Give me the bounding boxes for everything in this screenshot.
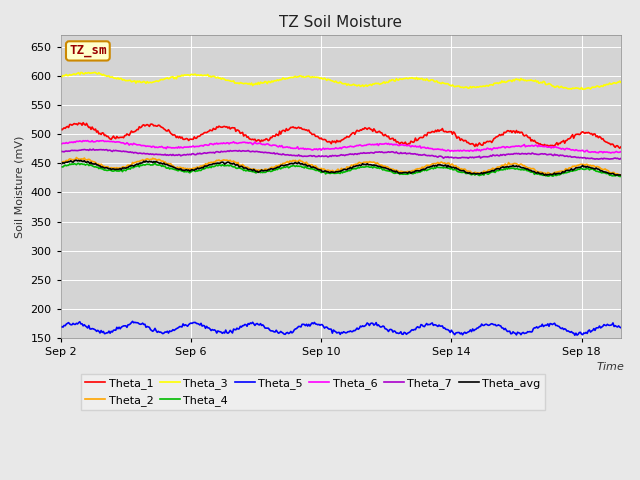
Theta_6 bbox=[57, 141, 65, 146]
Theta_4 bbox=[361, 164, 369, 170]
Theta_7 bbox=[324, 154, 332, 160]
Theta_6 bbox=[617, 149, 625, 155]
Theta_5 bbox=[328, 326, 335, 332]
Theta_2 bbox=[517, 161, 525, 167]
Theta_3 bbox=[324, 76, 332, 82]
Theta_2 bbox=[392, 168, 399, 173]
Line: Theta_3: Theta_3 bbox=[61, 72, 621, 89]
Theta_1 bbox=[328, 141, 335, 146]
Line: Theta_avg: Theta_avg bbox=[61, 160, 621, 175]
Theta_6 bbox=[517, 144, 525, 150]
Theta_avg bbox=[392, 169, 399, 175]
Theta_1 bbox=[605, 140, 612, 146]
Theta_1 bbox=[616, 145, 623, 151]
Theta_4 bbox=[617, 174, 625, 180]
Text: TZ_sm: TZ_sm bbox=[69, 45, 107, 58]
Theta_2 bbox=[617, 172, 625, 178]
Theta_3 bbox=[90, 70, 98, 75]
Legend: Theta_1, Theta_2, Theta_3, Theta_4, Theta_5, Theta_6, Theta_7, Theta_avg: Theta_1, Theta_2, Theta_3, Theta_4, Thet… bbox=[81, 374, 545, 410]
Theta_avg bbox=[517, 165, 525, 170]
Line: Theta_1: Theta_1 bbox=[61, 123, 621, 148]
Theta_7 bbox=[90, 146, 97, 152]
Theta_3 bbox=[517, 76, 525, 82]
Theta_6 bbox=[324, 145, 332, 151]
Theta_1 bbox=[617, 144, 625, 150]
Theta_4 bbox=[324, 170, 332, 176]
Theta_4 bbox=[151, 160, 159, 166]
Theta_7 bbox=[328, 154, 335, 159]
Theta_3 bbox=[579, 86, 586, 92]
Theta_5 bbox=[129, 318, 136, 324]
Theta_avg bbox=[617, 172, 625, 178]
Theta_2 bbox=[324, 167, 332, 173]
Theta_2 bbox=[361, 159, 369, 165]
Theta_avg bbox=[57, 162, 65, 168]
Theta_2 bbox=[57, 159, 65, 165]
Theta_1 bbox=[517, 129, 525, 135]
Theta_5 bbox=[392, 329, 399, 335]
Theta_1 bbox=[57, 126, 65, 132]
Line: Theta_5: Theta_5 bbox=[61, 321, 621, 335]
Theta_5 bbox=[571, 332, 579, 338]
Theta_7 bbox=[616, 156, 623, 162]
Theta_7 bbox=[57, 148, 65, 154]
Line: Theta_2: Theta_2 bbox=[61, 157, 621, 175]
Theta_7 bbox=[605, 156, 612, 162]
Theta_1 bbox=[361, 125, 369, 131]
Line: Theta_7: Theta_7 bbox=[61, 149, 621, 159]
Theta_6 bbox=[607, 150, 614, 156]
Theta_5 bbox=[57, 324, 65, 330]
Theta_6 bbox=[605, 150, 612, 156]
Theta_6 bbox=[361, 143, 369, 148]
Theta_6 bbox=[99, 138, 106, 144]
Theta_5 bbox=[617, 325, 625, 331]
Theta_avg bbox=[541, 172, 548, 178]
Theta_4 bbox=[517, 167, 525, 173]
Y-axis label: Soil Moisture (mV): Soil Moisture (mV) bbox=[15, 135, 25, 238]
Theta_2 bbox=[328, 169, 335, 175]
Theta_6 bbox=[328, 146, 335, 152]
Theta_3 bbox=[606, 80, 614, 86]
Title: TZ Soil Moisture: TZ Soil Moisture bbox=[279, 15, 403, 30]
Theta_avg bbox=[72, 157, 80, 163]
Theta_4 bbox=[392, 170, 399, 176]
Theta_5 bbox=[517, 332, 525, 337]
Theta_1 bbox=[79, 120, 87, 126]
Theta_4 bbox=[605, 171, 612, 177]
Theta_1 bbox=[324, 139, 332, 145]
Theta_5 bbox=[606, 323, 614, 328]
Theta_3 bbox=[392, 78, 399, 84]
Theta_4 bbox=[328, 170, 335, 176]
Theta_3 bbox=[57, 73, 65, 79]
Theta_3 bbox=[617, 80, 625, 85]
Line: Theta_4: Theta_4 bbox=[61, 163, 621, 177]
Theta_2 bbox=[72, 155, 80, 160]
Theta_2 bbox=[605, 168, 612, 174]
Theta_7 bbox=[361, 150, 369, 156]
Text: $\mathit{Time}$: $\mathit{Time}$ bbox=[596, 360, 625, 372]
Theta_avg bbox=[361, 161, 369, 167]
Theta_1 bbox=[392, 137, 399, 143]
Theta_7 bbox=[617, 156, 625, 161]
Theta_avg bbox=[606, 171, 614, 177]
Theta_avg bbox=[324, 169, 332, 175]
Theta_7 bbox=[392, 150, 399, 156]
Theta_3 bbox=[361, 83, 369, 88]
Theta_4 bbox=[57, 164, 65, 169]
Theta_6 bbox=[392, 142, 399, 148]
Theta_3 bbox=[328, 78, 335, 84]
Theta_5 bbox=[324, 325, 332, 331]
Theta_7 bbox=[517, 151, 525, 157]
Theta_avg bbox=[328, 169, 335, 175]
Theta_5 bbox=[361, 323, 369, 329]
Line: Theta_6: Theta_6 bbox=[61, 141, 621, 153]
